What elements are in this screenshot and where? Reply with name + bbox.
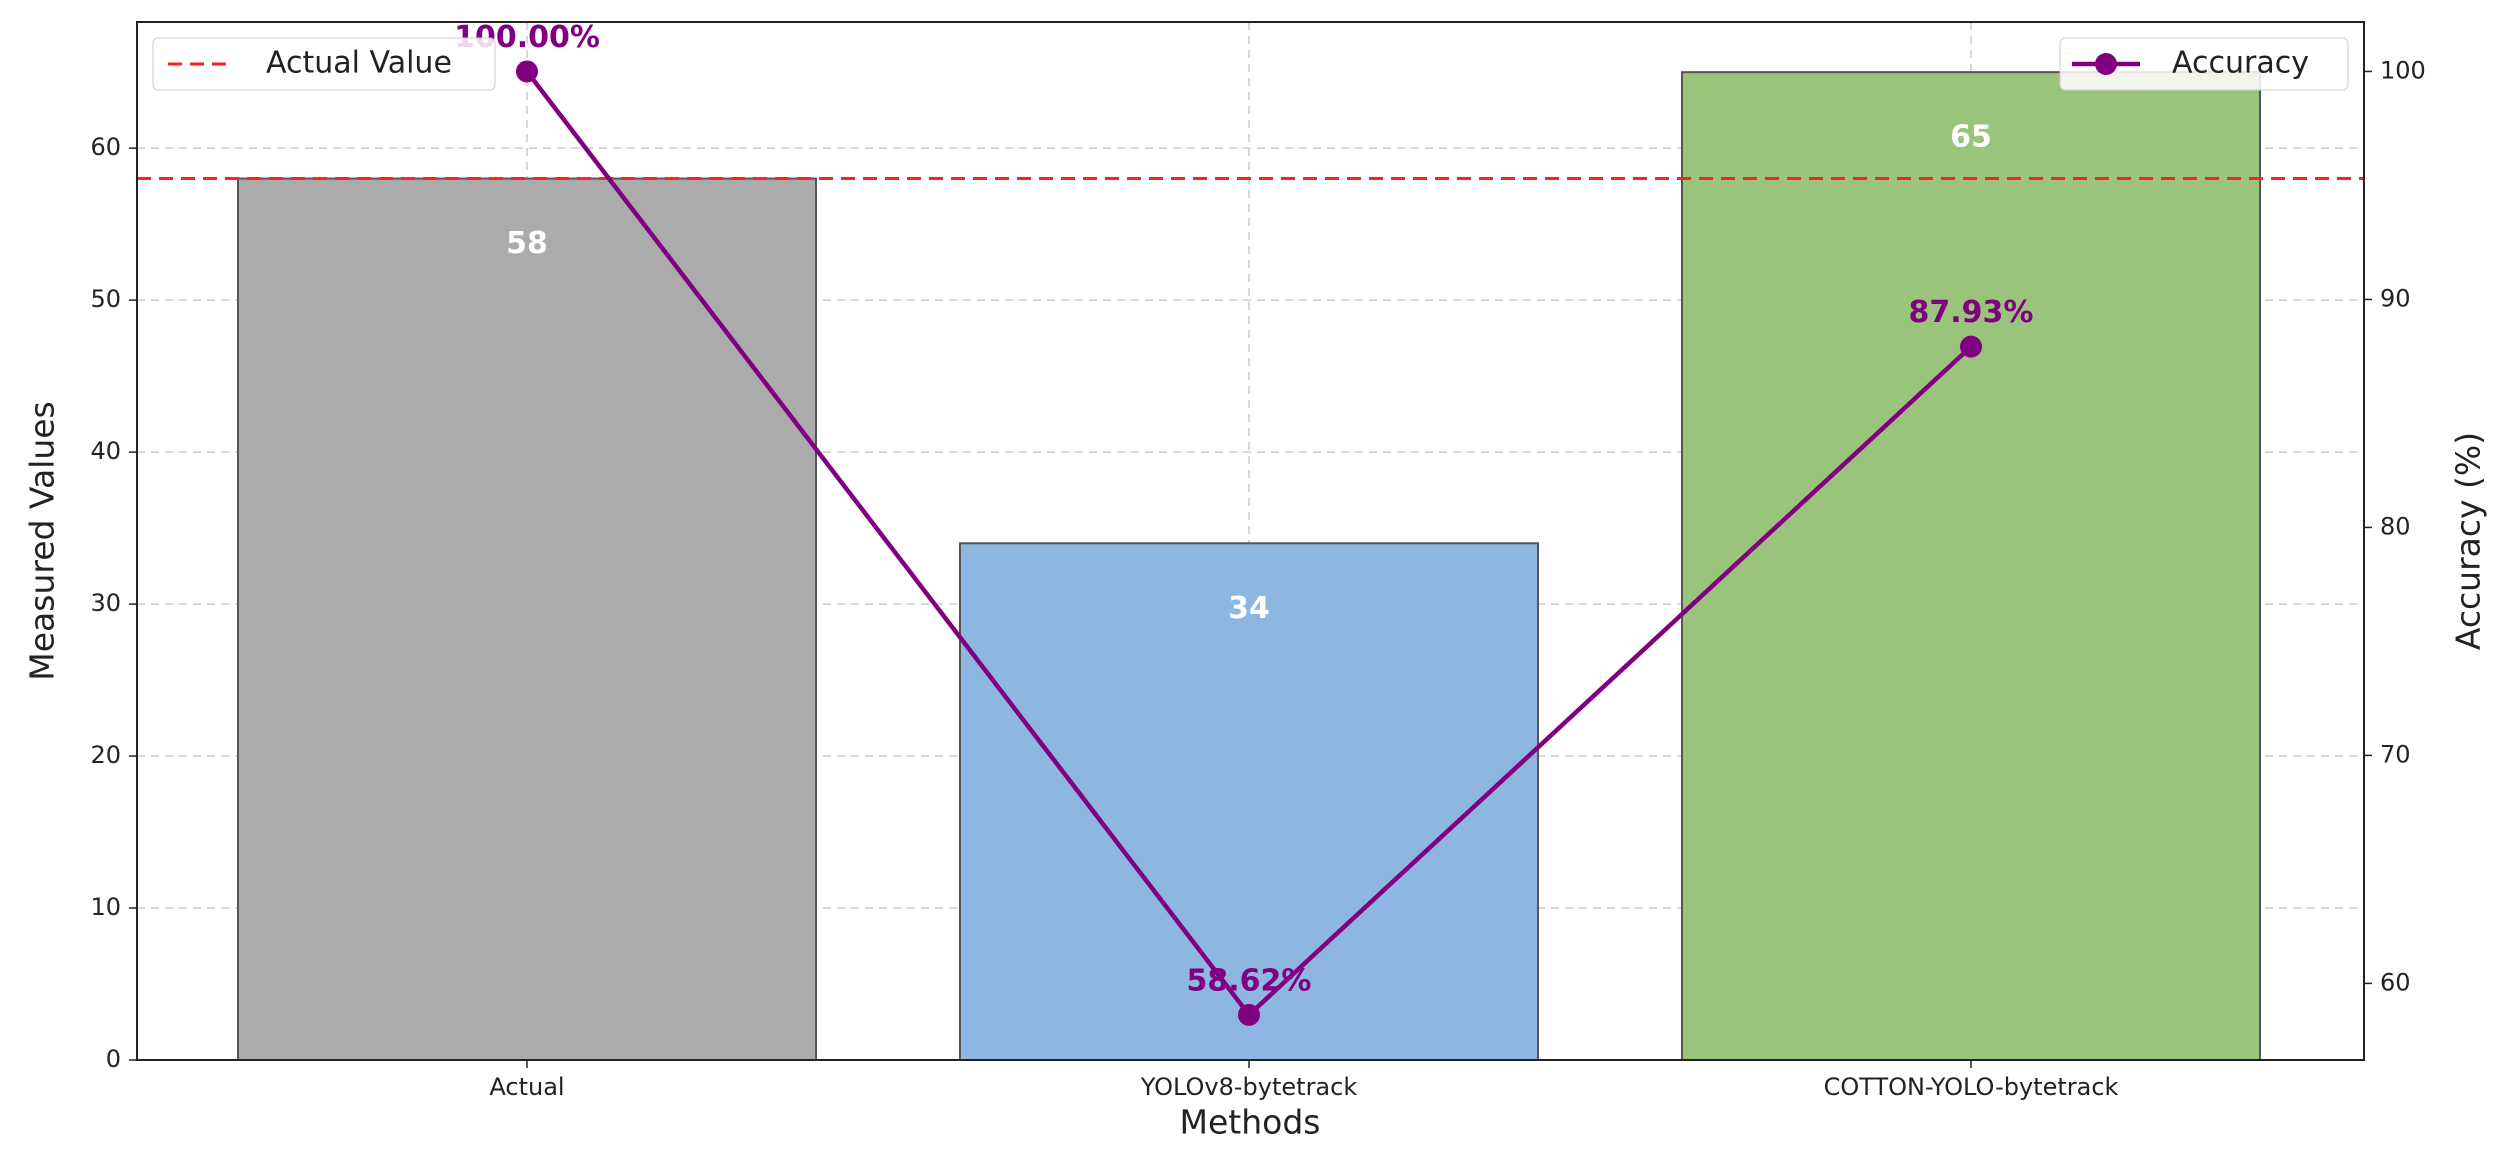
legend-box	[152, 37, 496, 91]
x-tick-label: Actual	[489, 1073, 564, 1101]
y-tick-label: 20	[90, 741, 121, 769]
legend: Accuracy	[2059, 37, 2349, 91]
legend-box	[2059, 37, 2349, 91]
legend-label: Actual Value	[266, 46, 452, 81]
bar-value-label: 34	[1228, 591, 1270, 626]
accuracy-label: 87.93%	[1909, 295, 2034, 330]
legend-label: Accuracy	[2172, 46, 2309, 81]
y-tick-label: 10	[90, 893, 121, 921]
legend-marker	[2095, 53, 2117, 75]
y2-tick-label: 80	[2380, 512, 2411, 540]
accuracy-point	[516, 60, 538, 83]
y2-tick-label: 100	[2380, 56, 2426, 84]
x-axis-label: Methods	[1180, 1103, 1321, 1142]
bar	[959, 542, 1539, 1061]
bar-value-label: 58	[506, 226, 548, 261]
y-axis-label: Measured Values	[23, 401, 62, 681]
y-tick-label: 50	[90, 285, 121, 313]
y-tick-label: 40	[90, 437, 121, 465]
y2-axis-label: Accuracy (%)	[2449, 432, 2488, 650]
bar-value-label: 65	[1950, 120, 1992, 155]
x-tick-label: YOLOv8-bytetrack	[1140, 1073, 1358, 1101]
accuracy-point	[1238, 1003, 1260, 1026]
y-tick-label: 0	[106, 1045, 121, 1073]
y2-tick-label: 90	[2380, 284, 2411, 312]
y2-tick-label: 70	[2380, 740, 2411, 768]
y-tick-label: 30	[90, 589, 121, 617]
bar	[237, 177, 817, 1061]
accuracy-label: 58.62%	[1187, 963, 1312, 998]
legend: Actual Value	[152, 37, 496, 91]
plot-frame	[136, 21, 2365, 1061]
accuracy-point	[1960, 335, 1982, 358]
bar	[1681, 71, 2261, 1061]
y-tick-label: 60	[90, 133, 121, 161]
y2-tick-label: 60	[2380, 968, 2411, 996]
x-tick-label: COTTON-YOLO-bytetrack	[1824, 1073, 2119, 1101]
